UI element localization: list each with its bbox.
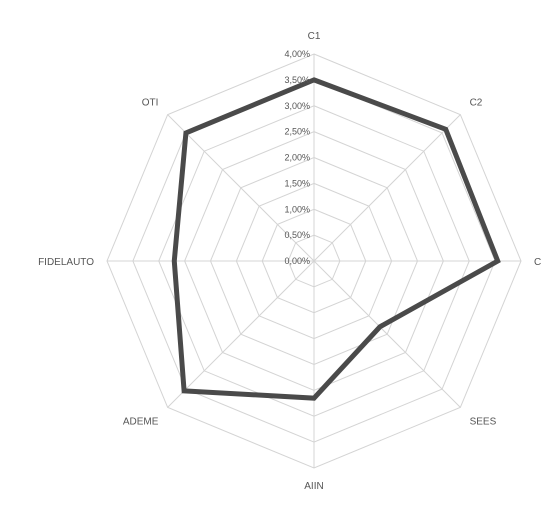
category-label: ADEME: [123, 417, 159, 428]
category-label: C1: [308, 31, 321, 42]
series-line: [171, 77, 501, 401]
tick-label: 1,50%: [284, 178, 310, 188]
grid-layer: [106, 53, 522, 469]
category-label: C: [534, 257, 541, 268]
axis-spoke: [313, 260, 461, 408]
category-label: AIIN: [304, 481, 323, 492]
tick-label: 2,50%: [284, 127, 310, 137]
tick-label: 1,00%: [284, 204, 310, 214]
tick-label: 4,00%: [284, 49, 310, 59]
tick-label: 2,00%: [284, 153, 310, 163]
tick-label: 3,00%: [284, 101, 310, 111]
series-layer: [171, 77, 501, 401]
tick-label: 0,00%: [284, 256, 310, 266]
category-label: FIDELAUTO: [38, 257, 94, 268]
category-label: OTI: [142, 97, 159, 108]
axis-spoke: [313, 114, 461, 262]
tick-label: 0,50%: [284, 230, 310, 240]
category-labels: C1 C2 C SEES AIIN ADEME FIDELAUTO OTI: [38, 31, 541, 492]
tick-label: 3,50%: [284, 75, 310, 85]
tick-labels: 0,00% 0,50% 1,00% 1,50% 2,00% 2,50% 3,00% 3,50%…: [284, 49, 310, 266]
axis-spoke: [167, 260, 315, 408]
axis-spoke: [167, 114, 315, 262]
category-label: SEES: [470, 417, 497, 428]
category-label: C2: [470, 97, 483, 108]
